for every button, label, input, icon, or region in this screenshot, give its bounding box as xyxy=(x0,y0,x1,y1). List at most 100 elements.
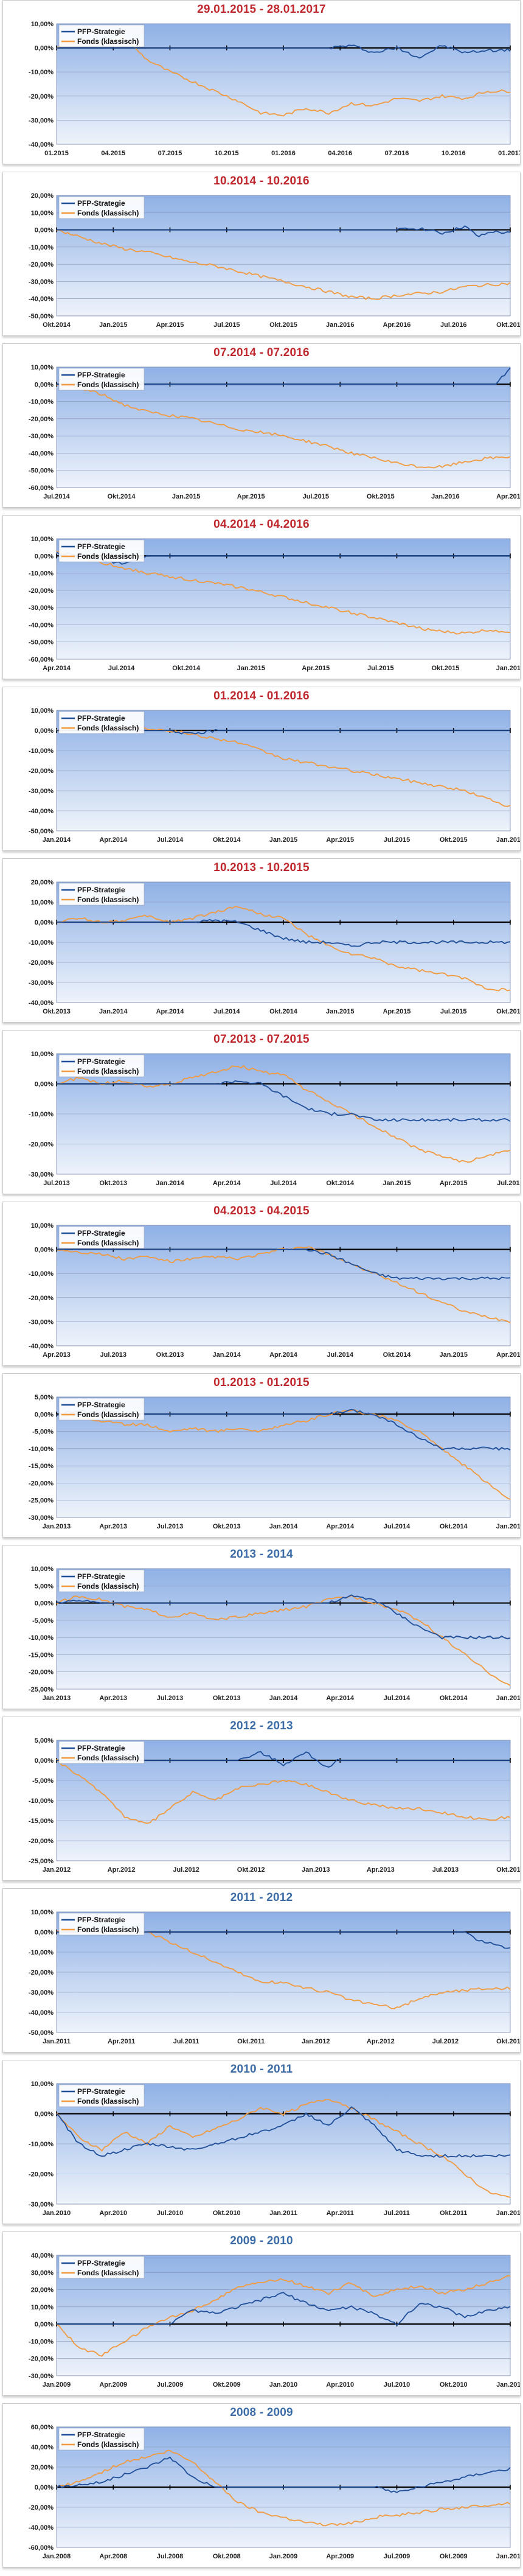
legend-label: PFP-Strategie xyxy=(77,1229,125,1237)
x-tick-label: Jan.2015 xyxy=(496,1523,520,1530)
y-tick-label: -20,00% xyxy=(29,1295,54,1302)
x-tick-label: Jan.2008 xyxy=(43,2553,71,2560)
x-tick-label: Okt.2013 xyxy=(213,1523,241,1530)
legend xyxy=(58,196,145,219)
x-tick-label: Okt.2009 xyxy=(440,2553,468,2560)
x-tick-label: Apr.2014 xyxy=(326,1523,355,1530)
chart-title: 2011 - 2012 xyxy=(230,1891,293,1904)
chart-title: 10.2014 - 10.2016 xyxy=(213,175,310,187)
chart-svg: 10,00% 0,00% -10,00% -20,00% -30,00% -40,00% -… xyxy=(29,707,520,844)
y-tick-label: 10,00% xyxy=(31,899,54,906)
y-tick-label: -50,00% xyxy=(29,467,54,475)
chart-title: 07.2013 - 07.2015 xyxy=(213,1033,310,1046)
x-tick-label: Jul.2013 xyxy=(432,1866,459,1874)
y-tick-label: 40,00% xyxy=(31,2252,54,2259)
x-tick-label: Jan.2012 xyxy=(496,2210,520,2217)
x-tick-label: Okt.2013 xyxy=(99,1180,127,1187)
legend-label: Fonds (klassisch) xyxy=(77,1582,139,1591)
y-tick-label: -10,00% xyxy=(29,1111,54,1118)
x-tick-label: Jan.2015 xyxy=(496,1695,520,1702)
legend-label: Fonds (klassisch) xyxy=(77,2440,139,2449)
x-tick-label: Jan.2014 xyxy=(269,1523,298,1530)
x-tick-label: Apr.2010 xyxy=(326,2381,354,2389)
y-tick-label: 5,00% xyxy=(35,1737,54,1745)
y-tick-label: -15,00% xyxy=(29,1818,54,1825)
y-tick-label: -40,00% xyxy=(29,296,54,303)
x-tick-label: Jan.2010 xyxy=(43,2210,71,2217)
chart-svg: 5,00% 0,00% -5,00% -10,00% -15,00% -20,00% -25… xyxy=(29,1394,520,1530)
x-tick-label: Apr.2012 xyxy=(108,1866,136,1874)
x-tick-label: Jul.2008 xyxy=(157,2553,183,2560)
x-tick-label: Jan.2016 xyxy=(496,665,520,672)
x-tick-label: Jul.2015 xyxy=(303,493,329,500)
x-tick-label: Okt.2015 xyxy=(269,321,297,329)
y-tick-label: 0,00% xyxy=(35,381,54,388)
x-tick-label: Jul.2010 xyxy=(157,2210,183,2217)
x-tick-label: Jan.2011 xyxy=(43,2038,71,2045)
x-tick-label: Apr.2016 xyxy=(496,493,520,500)
legend-label: PFP-Strategie xyxy=(77,1401,125,1409)
y-tick-label: 0,00% xyxy=(35,2484,54,2491)
legend-label: Fonds (klassisch) xyxy=(77,895,139,904)
y-tick-label: -10,00% xyxy=(29,1446,54,1453)
x-tick-label: Jan.2016 xyxy=(326,321,354,329)
y-tick-label: -50,00% xyxy=(29,313,54,320)
x-tick-label: Jul.2015 xyxy=(440,1008,466,1015)
x-tick-label: Okt.2013 xyxy=(43,1008,71,1015)
x-tick-label: Jul.2009 xyxy=(157,2381,183,2389)
chart-title: 07.2014 - 07.2016 xyxy=(213,346,310,359)
y-tick-label: 60,00% xyxy=(31,2424,54,2431)
x-tick-label: 07.2016 xyxy=(385,150,409,157)
y-tick-label: 20,00% xyxy=(31,192,54,200)
legend xyxy=(58,2256,145,2279)
y-tick-label: 0,00% xyxy=(35,2321,54,2328)
chart-svg: 10,00% 0,00% -10,00% -20,00% -30,00% Jul.2013… xyxy=(29,1051,520,1187)
y-tick-label: 0,00% xyxy=(35,1081,54,1088)
chart-title: 04.2014 - 04.2016 xyxy=(213,518,310,531)
series-line-fund xyxy=(56,550,511,635)
legend xyxy=(58,1398,145,1421)
x-tick-label: Okt.2015 xyxy=(440,836,468,844)
y-tick-label: 10,00% xyxy=(31,2081,54,2088)
legend xyxy=(58,1054,145,1077)
y-tick-label: -25,00% xyxy=(29,1686,54,1693)
x-tick-label: Jul.2015 xyxy=(367,665,393,672)
x-tick-label: Jan.2009 xyxy=(43,2381,71,2389)
y-tick-label: -25,00% xyxy=(29,1858,54,1865)
x-tick-label: Jan.2012 xyxy=(302,2038,330,2045)
series-line-fund xyxy=(56,1759,511,1824)
chart-title: 10.2013 - 10.2015 xyxy=(213,861,310,874)
y-tick-label: -20,00% xyxy=(29,416,54,423)
x-tick-label: Okt.2014 xyxy=(440,1695,468,1702)
x-tick-label: Jan.2011 xyxy=(269,2210,297,2217)
y-tick-label: -20,00% xyxy=(29,93,54,100)
x-tick-label: Jan.2015 xyxy=(172,493,200,500)
x-tick-label: Okt.2009 xyxy=(213,2381,241,2389)
y-tick-label: -10,00% xyxy=(29,1270,54,1278)
x-tick-label: Jul.2015 xyxy=(213,321,240,329)
chart-svg: 10,00% 0,00% -10,00% -20,00% -30,00% Jan.2010… xyxy=(29,2081,520,2217)
x-tick-label: Okt.2014 xyxy=(213,836,241,844)
x-tick-label: Jan.2013 xyxy=(43,1523,71,1530)
legend-label: PFP-Strategie xyxy=(77,1057,125,1066)
chart-panel: 10.2013 - 10.2015 20,00% 10,00% 0,00% -10,00… xyxy=(2,858,521,1023)
x-tick-label: Jul.2014 xyxy=(108,665,135,672)
y-tick-label: -40,00% xyxy=(29,808,54,815)
legend-label: Fonds (klassisch) xyxy=(77,724,139,732)
y-tick-label: 0,00% xyxy=(35,227,54,234)
x-tick-label: Jan.2011 xyxy=(496,2381,520,2389)
legend-label: PFP-Strategie xyxy=(77,714,125,723)
y-tick-label: 20,00% xyxy=(31,2464,54,2471)
legend-label: PFP-Strategie xyxy=(77,1916,125,1924)
x-tick-label: 04.2015 xyxy=(101,150,125,157)
y-tick-label: -10,00% xyxy=(29,69,54,76)
y-tick-label: -5,00% xyxy=(32,1429,54,1436)
series-line-fund xyxy=(56,1246,511,1324)
y-tick-label: -30,00% xyxy=(29,117,54,124)
y-tick-label: 10,00% xyxy=(31,1222,54,1230)
legend-label: Fonds (klassisch) xyxy=(77,2097,139,2105)
chart-svg: 10,00% 0,00% -10,00% -20,00% -30,00% -40,00% -… xyxy=(29,1909,520,2045)
chart-svg: 10,00% 5,00% 0,00% -5,00% -10,00% -15,00% -20,… xyxy=(29,1566,520,1702)
y-tick-label: 0,00% xyxy=(35,727,54,735)
